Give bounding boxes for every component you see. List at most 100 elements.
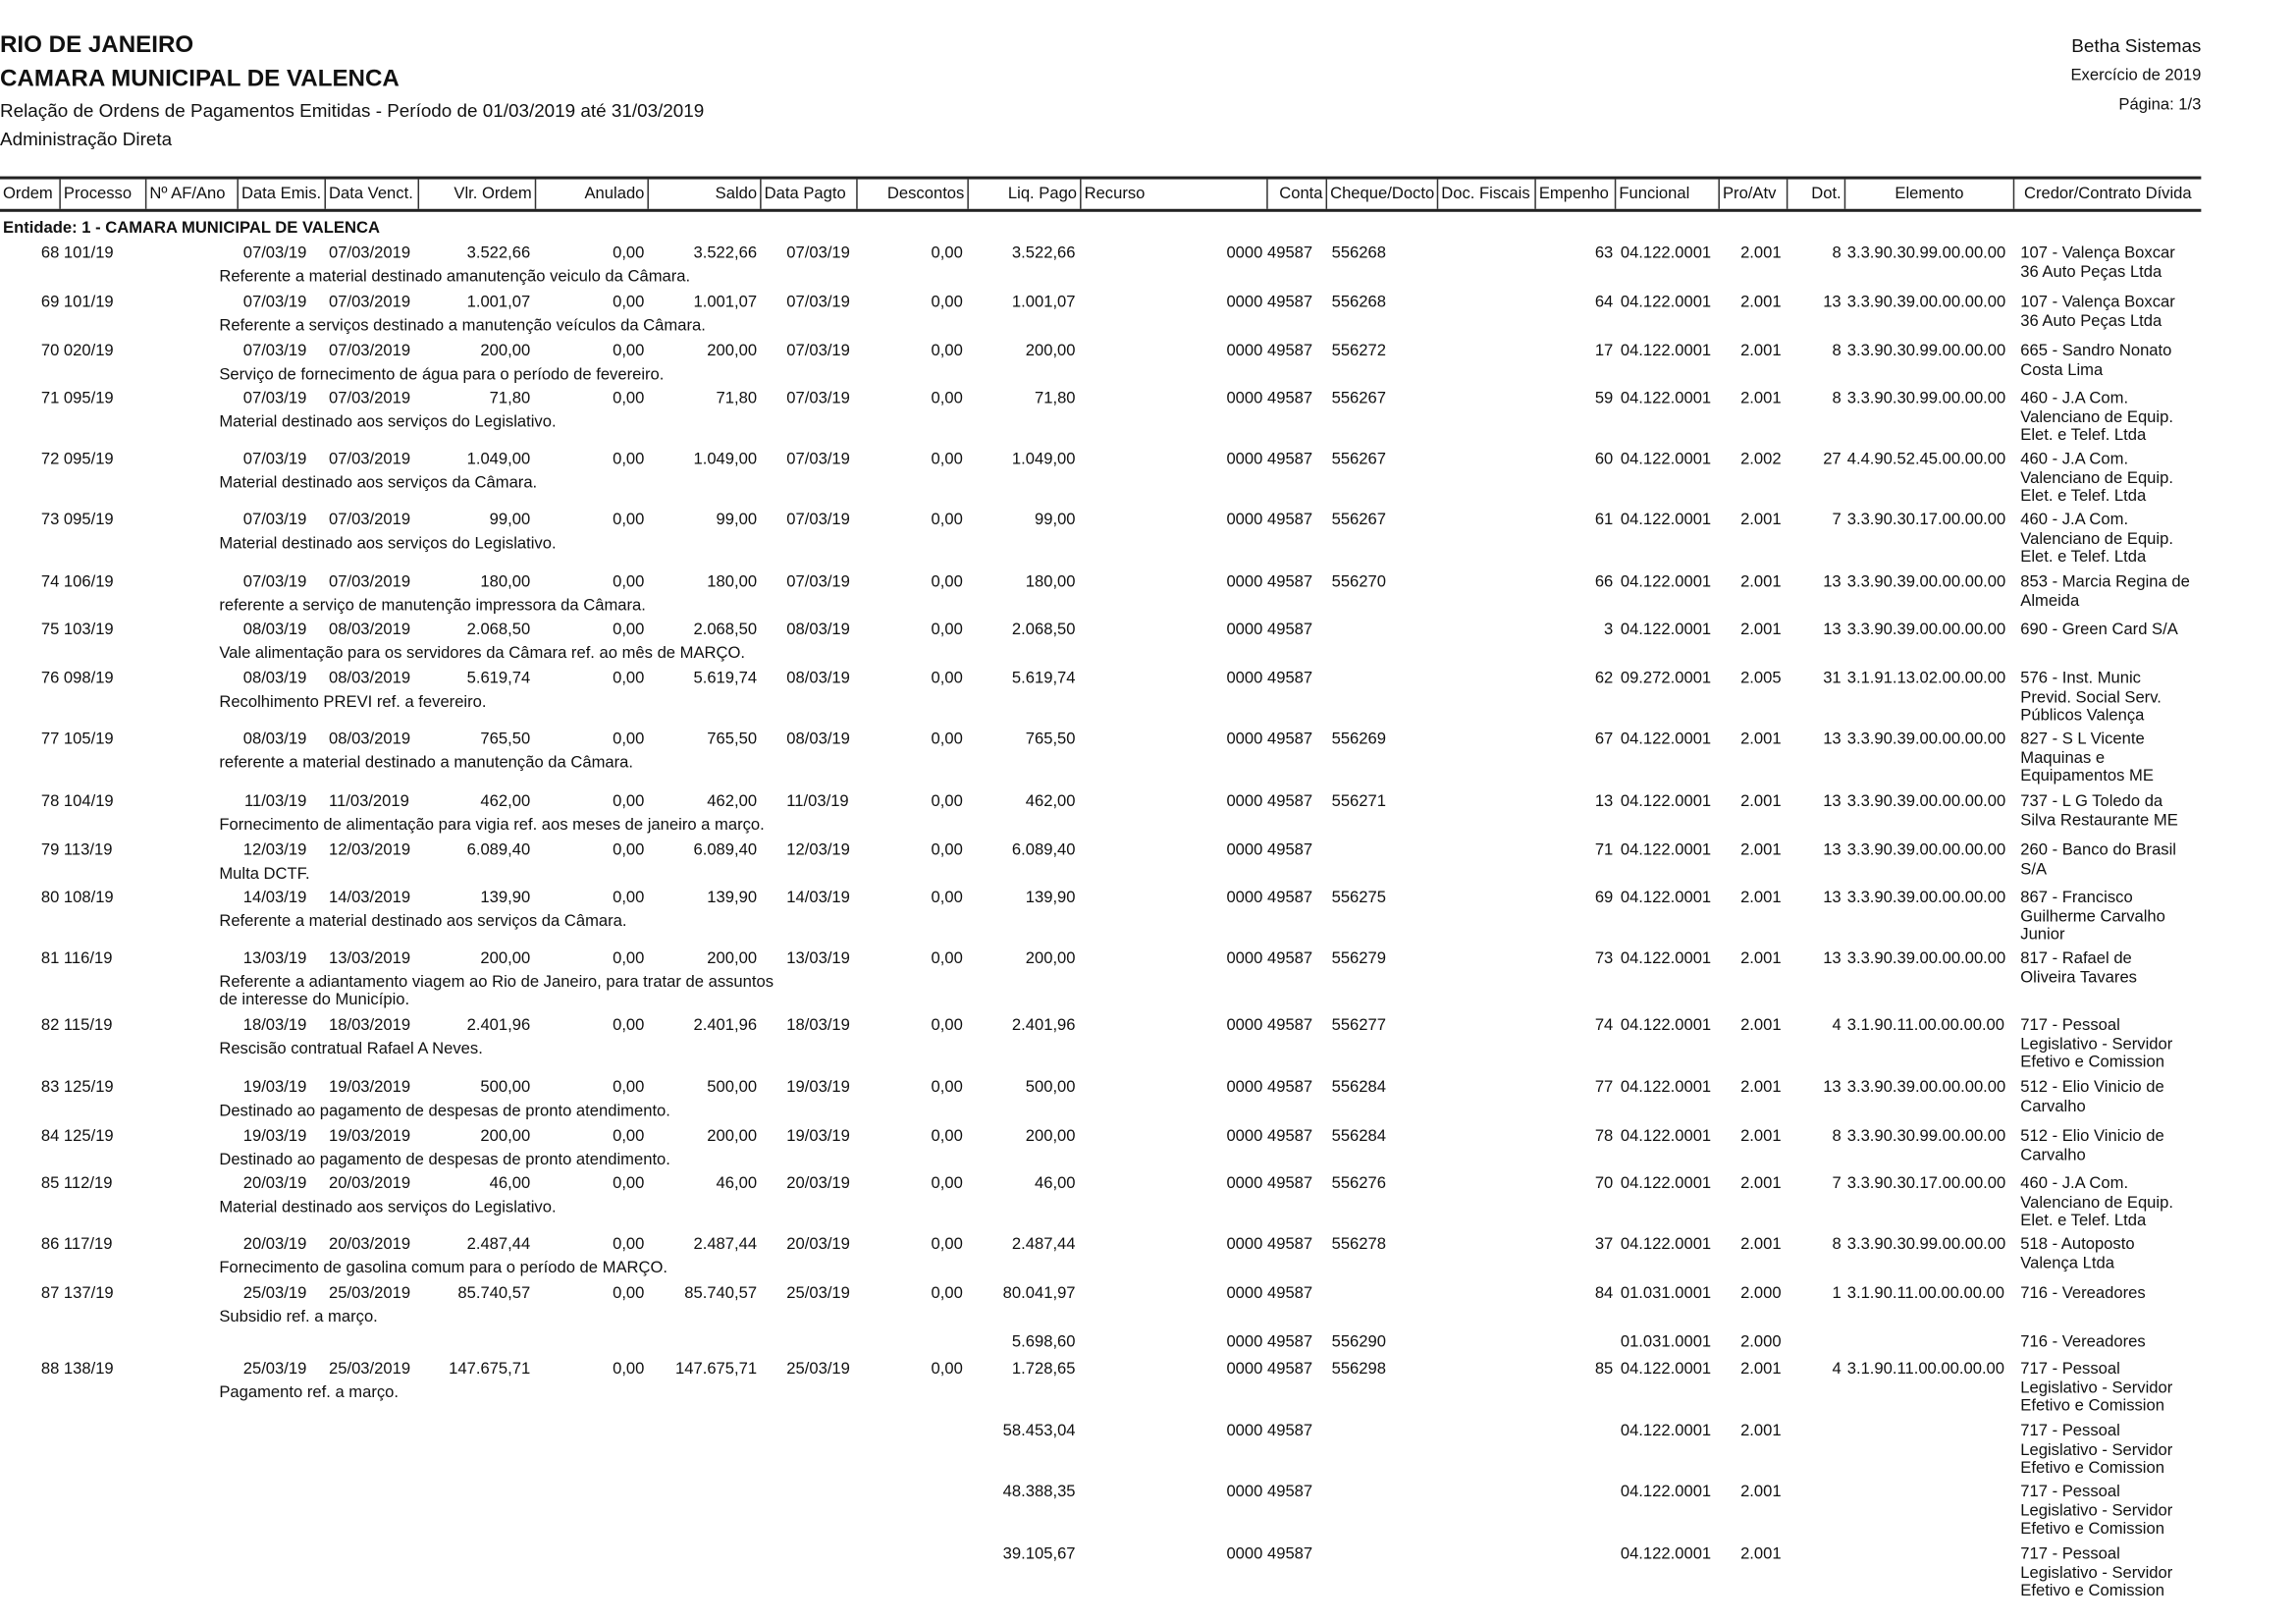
cell-pro-atv: 2.001 xyxy=(1740,389,1782,407)
cell-descontos: 0,00 xyxy=(931,511,963,529)
cell-funcional: 04.122.0001 xyxy=(1620,1235,1712,1254)
cell-vlr-ordem: 462,00 xyxy=(480,792,531,811)
cell-saldo: 200,00 xyxy=(707,949,758,968)
cell-elemento: 3.3.90.39.00.00.00.00 xyxy=(1846,949,2006,968)
cell-data-emis: 07/03/19 xyxy=(242,243,307,263)
cell-credor: 36 Auto Peças Ltda xyxy=(2020,262,2163,282)
cell-funcional: 04.122.0001 xyxy=(1620,841,1712,860)
cell-funcional: 04.122.0001 xyxy=(1620,1127,1712,1146)
cell-pro-atv: 2.001 xyxy=(1740,1422,1782,1440)
cell-descontos: 0,00 xyxy=(931,243,963,263)
cell-funcional: 04.122.0001 xyxy=(1620,1078,1712,1097)
cell-anulado: 0,00 xyxy=(613,621,645,639)
cell-credor: 260 - Banco do Brasil xyxy=(2020,841,2176,860)
cell-liq-pago: 6.089,40 xyxy=(1011,841,1076,860)
cell-pro-atv: 2.005 xyxy=(1740,670,1782,688)
cell-credor: 717 - Pessoal xyxy=(2020,1544,2120,1563)
cell-anulado: 0,00 xyxy=(613,1235,645,1254)
cell-conta: 0000 49587 xyxy=(1226,670,1313,688)
cell-cheque: 556271 xyxy=(1331,792,1386,811)
cell-funcional: 04.122.0001 xyxy=(1620,1422,1712,1440)
cell-saldo: 1.049,00 xyxy=(693,450,758,468)
cell-data-venc: 08/03/2019 xyxy=(328,670,411,688)
cell-descontos: 0,00 xyxy=(931,1127,963,1146)
column-header: Dot. xyxy=(1786,179,1844,209)
cell-empenho: 71 xyxy=(1594,841,1614,860)
cell-conta: 0000 49587 xyxy=(1226,572,1313,592)
cell-credor: 460 - J.A Com. xyxy=(2020,450,2129,468)
cell-ordem: 79 xyxy=(40,841,60,860)
cell-cheque: 556275 xyxy=(1331,889,1386,907)
cell-funcional: 04.122.0001 xyxy=(1620,1174,1712,1193)
cell-descontos: 0,00 xyxy=(931,1174,963,1193)
cell-dot: 4 xyxy=(1832,1360,1842,1379)
cell-data-pagto: 14/03/19 xyxy=(786,889,850,907)
cell-credor: Efetivo e Comission xyxy=(2020,1582,2164,1601)
cell-funcional: 04.122.0001 xyxy=(1620,389,1712,407)
cell-data-emis: 07/03/19 xyxy=(242,342,307,360)
cell-description: Material destinado aos serviços do Legis… xyxy=(219,1198,557,1217)
cell-empenho: 85 xyxy=(1594,1360,1614,1379)
cell-data-pagto: 08/03/19 xyxy=(786,670,850,688)
cell-dot: 8 xyxy=(1832,1235,1842,1254)
cell-ordem: 74 xyxy=(40,572,60,592)
cell-descontos: 0,00 xyxy=(931,389,963,407)
cell-anulado: 0,00 xyxy=(613,342,645,360)
cell-ordem: 72 xyxy=(40,450,60,468)
cell-cheque: 556269 xyxy=(1331,730,1386,749)
cell-empenho: 63 xyxy=(1594,243,1614,263)
cell-credor: Costa Lima xyxy=(2020,360,2104,379)
cell-data-emis: 20/03/19 xyxy=(242,1235,307,1254)
cell-processo: 095/19 xyxy=(63,389,114,407)
cell-credor: 460 - J.A Com. xyxy=(2020,511,2129,529)
cell-liq-pago: 48.388,35 xyxy=(1002,1483,1076,1501)
column-header: Recurso xyxy=(1080,179,1266,209)
cell-descontos: 0,00 xyxy=(931,1016,963,1035)
cell-data-venc: 19/03/2019 xyxy=(328,1127,411,1146)
cell-ordem: 75 xyxy=(40,621,60,639)
cell-data-venc: 14/03/2019 xyxy=(328,889,411,907)
cell-data-venc: 12/03/2019 xyxy=(328,841,411,860)
cell-dot: 8 xyxy=(1832,1127,1842,1146)
cell-cheque: 556277 xyxy=(1331,1016,1386,1035)
cell-data-emis: 20/03/19 xyxy=(242,1174,307,1193)
cell-data-emis: 25/03/19 xyxy=(242,1284,307,1303)
cell-pro-atv: 2.002 xyxy=(1740,450,1782,468)
cell-data-venc: 07/03/2019 xyxy=(328,342,411,360)
cell-empenho: 37 xyxy=(1594,1235,1614,1254)
cell-credor: Previd. Social Serv. xyxy=(2020,688,2162,707)
cell-dot: 4 xyxy=(1832,1016,1842,1035)
cell-anulado: 0,00 xyxy=(613,1016,645,1035)
cell-anulado: 0,00 xyxy=(613,511,645,529)
cell-data-venc: 07/03/2019 xyxy=(328,572,411,592)
cell-pro-atv: 2.001 xyxy=(1740,293,1782,311)
cell-vlr-ordem: 2.401,96 xyxy=(466,1016,531,1035)
cell-saldo: 2.068,50 xyxy=(693,621,758,639)
cell-ordem: 88 xyxy=(40,1360,60,1379)
column-header: Data Venct. xyxy=(324,179,417,209)
column-header: Credor/Contrato Dívida xyxy=(2012,179,2202,209)
cell-data-pagto: 25/03/19 xyxy=(786,1360,850,1379)
cell-pro-atv: 2.001 xyxy=(1740,1078,1782,1097)
cell-liq-pago: 5.619,74 xyxy=(1011,670,1076,688)
column-header: Conta xyxy=(1266,179,1325,209)
cell-anulado: 0,00 xyxy=(613,792,645,811)
cell-credor: Elet. e Telef. Ltda xyxy=(2020,487,2147,506)
cell-ordem: 80 xyxy=(40,889,60,907)
cell-data-pagto: 07/03/19 xyxy=(786,450,850,468)
cell-description: Referente a serviços destinado a manuten… xyxy=(219,316,706,335)
cell-liq-pago: 2.487,44 xyxy=(1011,1235,1076,1254)
cell-data-emis: 19/03/19 xyxy=(242,1078,307,1097)
cell-pro-atv: 2.001 xyxy=(1740,511,1782,529)
cell-data-venc: 07/03/2019 xyxy=(328,293,411,311)
cell-credor: 717 - Pessoal xyxy=(2020,1360,2120,1379)
cell-anulado: 0,00 xyxy=(613,670,645,688)
cell-data-venc: 07/03/2019 xyxy=(328,389,411,407)
cell-empenho: 70 xyxy=(1594,1174,1614,1193)
cell-processo: 101/19 xyxy=(63,293,114,311)
cell-pro-atv: 2.001 xyxy=(1740,1127,1782,1146)
cell-credor: Valença Ltda xyxy=(2020,1254,2114,1272)
column-header: Saldo xyxy=(647,179,760,209)
cell-credor: Silva Restaurante ME xyxy=(2020,811,2178,830)
report-title: Relação de Ordens de Pagamentos Emitidas… xyxy=(0,100,705,122)
